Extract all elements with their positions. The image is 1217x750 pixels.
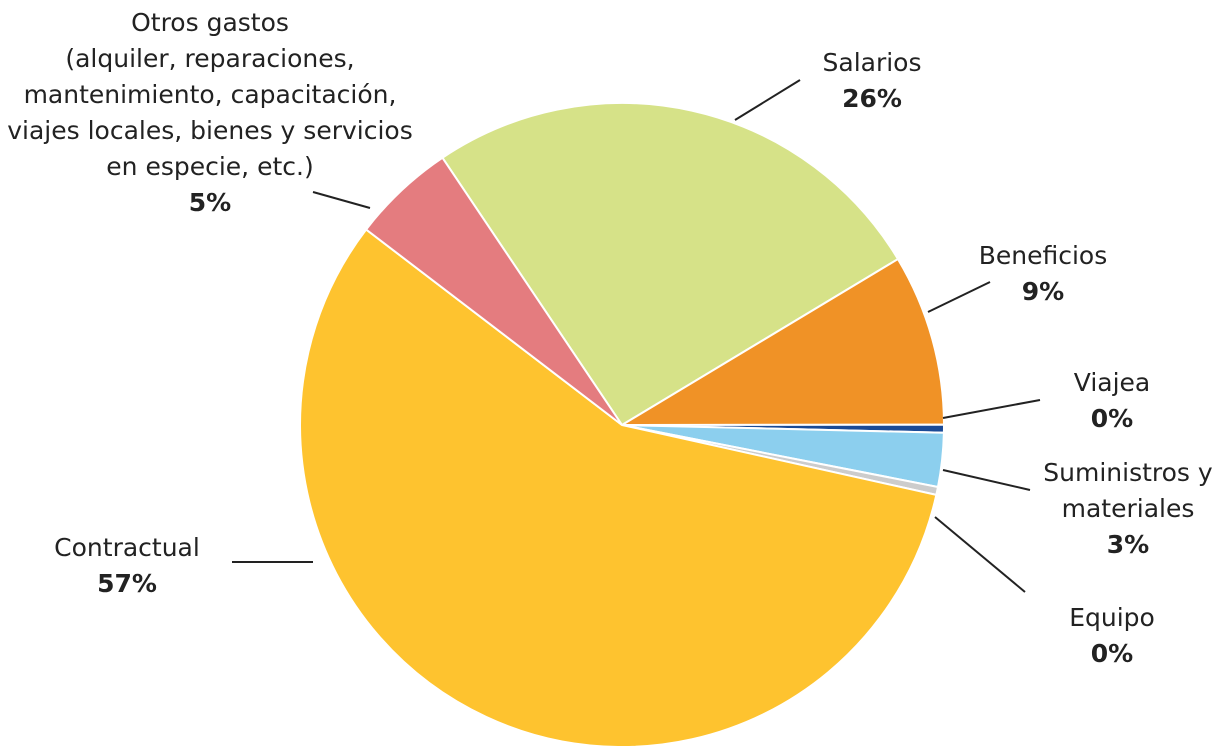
- leader-line: [734, 79, 801, 121]
- slice-label: Contractual 57%: [0, 530, 337, 602]
- value-label: 0%: [1090, 404, 1134, 433]
- slice-label: Viajea 0%: [902, 365, 1217, 437]
- category-label: Beneficios: [978, 241, 1108, 270]
- value-label: 26%: [842, 84, 902, 113]
- pie-slice: [441, 102, 900, 427]
- pie-slice: [618, 257, 946, 427]
- value-label: 3%: [1106, 530, 1150, 559]
- category-label: Equipo: [1069, 603, 1155, 632]
- category-label: Viajea: [1073, 368, 1151, 397]
- slice-label: Equipo 0%: [902, 600, 1217, 672]
- value-label: 0%: [1090, 639, 1134, 668]
- category-label: Otros gastos (alquiler, reparaciones, ma…: [7, 8, 413, 181]
- category-label: Contractual: [54, 533, 200, 562]
- value-label: 57%: [97, 569, 157, 598]
- category-label: Salarios: [822, 48, 922, 77]
- leader-line: [942, 469, 1031, 491]
- leader-line: [934, 516, 1026, 593]
- slice-label: Otros gastos (alquiler, reparaciones, ma…: [0, 5, 420, 221]
- leader-line: [942, 399, 1041, 419]
- slice-label: Suministros y materiales 3%: [918, 455, 1217, 563]
- leader-line: [927, 281, 991, 313]
- category-label: Suministros y materiales: [1043, 458, 1213, 523]
- value-label: 9%: [1021, 277, 1065, 306]
- leader-line: [312, 191, 371, 209]
- slice-label: Beneficios 9%: [833, 238, 1217, 310]
- slice-label: Salarios 26%: [662, 45, 1082, 117]
- value-label: 5%: [188, 188, 232, 217]
- pie-slice: [299, 228, 938, 748]
- pie-slice: [364, 156, 623, 426]
